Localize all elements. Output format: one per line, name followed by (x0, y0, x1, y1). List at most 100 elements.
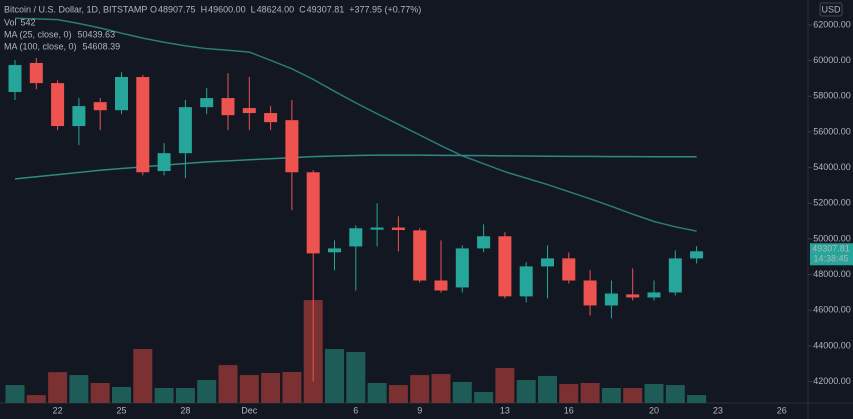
volume-bar (538, 375, 557, 403)
x-tick-label: 13 (500, 405, 510, 415)
candle-body (434, 280, 448, 291)
candle-body (178, 107, 192, 154)
candle-body (370, 227, 384, 230)
candle-body (391, 227, 405, 231)
y-tick-label: 56000.00 (813, 126, 851, 136)
volume-bar (5, 385, 25, 403)
volume-bar (431, 374, 451, 403)
candle-body (604, 293, 618, 306)
candle-body (51, 83, 65, 127)
symbol-title: Bitcoin / U.S. Dollar, 1D, BITSTAMP (4, 4, 147, 14)
x-tick-label: 6 (353, 405, 358, 415)
ohlc-key: L (251, 4, 256, 14)
x-tick-label: 22 (53, 405, 63, 415)
y-tick-label: 54000.00 (813, 162, 851, 172)
candle-body (626, 294, 640, 298)
volume-bar (495, 368, 515, 403)
change: +377.95 (+0.77%) (349, 4, 421, 14)
candle-body (328, 248, 341, 253)
candle-body (242, 108, 256, 114)
x-tick-label: 9 (417, 405, 422, 415)
ohlc-value: 48907.75 (158, 4, 196, 14)
candle-body (8, 65, 22, 93)
y-tick-label: 50000.00 (813, 233, 851, 243)
volume-bar (239, 375, 259, 403)
x-tick-label: 16 (564, 405, 574, 415)
volume-bar (644, 384, 664, 403)
ohlc-value: 49600.00 (208, 4, 246, 14)
candle-layer (8, 57, 704, 382)
legend-value: 50439.63 (78, 29, 116, 39)
volume-bar (388, 385, 408, 403)
volume-bar (601, 388, 621, 403)
candle-body (306, 172, 320, 254)
candle-body (136, 77, 150, 173)
volume-bar (133, 349, 153, 403)
candle-body (115, 77, 128, 111)
x-tick-label: Dec (241, 405, 258, 415)
candle-body (647, 292, 661, 298)
candle-body (498, 236, 512, 297)
ohlc-key: C (299, 4, 306, 14)
y-tick-label: 60000.00 (813, 55, 851, 65)
x-tick-label: 23 (713, 405, 723, 415)
candle-body (541, 258, 554, 267)
volume-bar (154, 388, 174, 403)
volume-bar (325, 349, 344, 403)
volume-bar (48, 372, 68, 403)
price-tag-value: 49307.81 (812, 244, 850, 254)
currency: USD (821, 4, 841, 14)
x-tick-label: 28 (180, 405, 190, 415)
volume-bar (69, 375, 89, 403)
ma-line (14, 17, 697, 232)
candle-body (349, 228, 363, 247)
legend-name: MA (100, close, 0) (4, 41, 77, 51)
volume-bar (26, 395, 46, 403)
x-tick-label: 20 (649, 405, 659, 415)
volume-value: 542 (21, 17, 36, 27)
y-tick-label: 52000.00 (813, 198, 851, 208)
candle-body (455, 248, 469, 288)
volume-bar (90, 383, 110, 403)
y-tick-label: 42000.00 (813, 376, 851, 386)
candle-body (200, 98, 214, 108)
volume-bar (452, 381, 472, 403)
volume-bar (665, 385, 685, 403)
y-tick-label: 48000.00 (813, 269, 851, 279)
volume-bar (559, 384, 579, 403)
volume-bar (580, 383, 600, 403)
y-tick-label: 58000.00 (813, 91, 851, 101)
legend-name: MA (25, close, 0) (4, 29, 72, 39)
candle-body (72, 106, 86, 127)
volume-bar (410, 375, 430, 403)
volume-bar (112, 386, 131, 403)
y-tick-label: 62000.00 (813, 19, 851, 29)
volume-bar (261, 373, 281, 403)
volume-bar (218, 365, 238, 403)
candle-body (264, 113, 278, 123)
volume-bar (282, 371, 302, 403)
volume-bar (516, 380, 536, 403)
volume-label: Vol (4, 17, 17, 27)
candle-body (668, 258, 682, 293)
y-tick-label: 46000.00 (813, 305, 851, 315)
volume-bar (346, 351, 366, 403)
candle-body (93, 102, 107, 111)
volume-bar (474, 391, 494, 403)
candle-body (690, 251, 704, 259)
volume-bar (175, 388, 195, 403)
candle-body (477, 236, 491, 249)
candle-body (157, 153, 171, 172)
y-tick-label: 44000.00 (813, 340, 851, 350)
legend-value: 54608.39 (83, 41, 121, 51)
candle-body (221, 98, 235, 116)
volume-layer (5, 300, 707, 403)
countdown: 14:38:45 (813, 254, 848, 264)
ohlc-value: 48624.00 (257, 4, 295, 14)
volume-bar (687, 395, 707, 403)
candle-body (562, 258, 576, 281)
axis-layer: 42000.00 44000.00 46000.00 48000.00 50000.00… (53, 2, 853, 415)
ohlc-key: H (201, 4, 208, 14)
